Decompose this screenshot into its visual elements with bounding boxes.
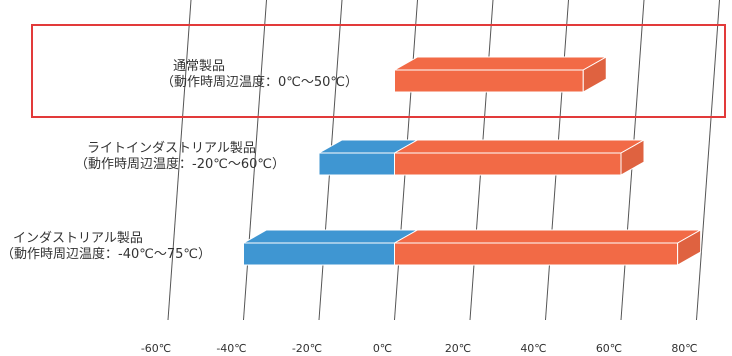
x-tick-label: 40℃ [520, 342, 546, 355]
row-name: 通常製品 [173, 59, 226, 74]
x-axis-ticks: -60℃ -40℃ -20℃ 0℃ 20℃ 40℃ 60℃ 80℃ [141, 342, 698, 355]
bar-segment-above-zero-top [392, 56, 609, 71]
bar-segment-above-zero-side [677, 229, 702, 266]
x-tick-label: 80℃ [671, 342, 697, 355]
grid-line [243, 0, 267, 321]
bar-segment-above-zero [394, 242, 679, 266]
row-range: （動作時周辺温度：0℃〜50℃） [161, 75, 359, 90]
row-label-industrial: インダストリアル製品 （動作時周辺温度：-40℃〜75℃） [1, 231, 211, 263]
row-name: ライトインダストリアル製品 [87, 141, 256, 156]
bar-segment-above-zero [394, 152, 622, 176]
bar-segment-above-zero-top [392, 139, 646, 154]
bars [241, 56, 703, 266]
bar-segment-above-zero-top [392, 229, 703, 244]
grid-line [696, 0, 720, 321]
row-name: インダストリアル製品 [13, 231, 143, 246]
highlight-box [31, 24, 726, 118]
x-tick-label: 20℃ [445, 342, 471, 355]
row-label-light-industrial: ライトインダストリアル製品 （動作時周辺温度：-20℃〜60℃） [75, 141, 285, 173]
row-range: （動作時周辺温度：-20℃〜60℃） [75, 157, 285, 172]
bar-segment-below-zero-top [241, 229, 420, 244]
bar-segment-above-zero-side [620, 139, 645, 176]
grid-line [167, 0, 192, 321]
bar-segment-above-zero [394, 69, 584, 93]
x-tick-label: -60℃ [141, 342, 171, 355]
x-tick-label: 60℃ [596, 342, 622, 355]
row-range: （動作時周辺温度：-40℃〜75℃） [1, 247, 211, 262]
bar-segment-below-zero [243, 242, 395, 266]
bar-segment-below-zero [318, 152, 395, 176]
bar-segment-above-zero-side [582, 56, 607, 93]
row-label-standard: 通常製品 （動作時周辺温度：0℃〜50℃） [161, 59, 358, 91]
x-tick-label: -40℃ [216, 342, 246, 355]
x-tick-label: 0℃ [373, 342, 392, 355]
x-tick-label: -20℃ [292, 342, 322, 355]
